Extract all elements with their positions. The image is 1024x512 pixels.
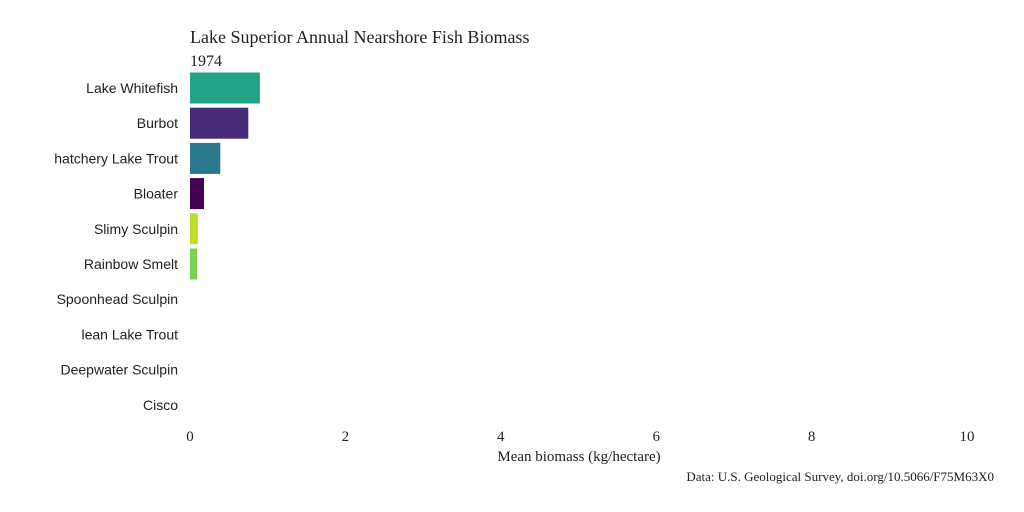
category-label-burbot: Burbot xyxy=(137,115,178,131)
chart-subtitle: 1974 xyxy=(190,53,222,70)
category-label-lake-whitefish: Lake Whitefish xyxy=(86,80,178,96)
category-label-bloater: Bloater xyxy=(134,186,179,202)
x-tick-0: 0 xyxy=(186,429,194,445)
category-label-cisco: Cisco xyxy=(143,397,178,413)
bar-slimy-sculpin xyxy=(190,213,198,245)
bar-burbot xyxy=(190,107,249,139)
x-tick-4: 4 xyxy=(497,429,505,445)
category-label-hatchery-lake-trout: hatchery Lake Trout xyxy=(54,150,178,166)
category-labels: Lake Whitefish Burbot hatchery Lake Trout B… xyxy=(54,80,178,413)
data-source-caption: Data: U.S. Geological Survey, doi.org/10… xyxy=(686,469,994,484)
category-label-lean-lake-trout: lean Lake Trout xyxy=(81,326,178,342)
x-axis-label: Mean biomass (kg/hectare) xyxy=(497,449,660,465)
x-tick-labels: 0 2 4 6 8 10 xyxy=(186,429,974,445)
x-tick-6: 6 xyxy=(652,429,660,445)
bar-rainbow-smelt xyxy=(190,248,197,280)
x-tick-10: 10 xyxy=(960,429,975,445)
category-label-spoonhead-sculpin: Spoonhead Sculpin xyxy=(57,291,178,307)
category-label-deepwater-sculpin: Deepwater Sculpin xyxy=(60,362,178,378)
bars-group xyxy=(190,72,260,280)
chart-title: Lake Superior Annual Nearshore Fish Biom… xyxy=(190,27,529,47)
category-label-rainbow-smelt: Rainbow Smelt xyxy=(84,256,178,272)
bar-hatchery-lake-trout xyxy=(190,142,221,174)
x-tick-8: 8 xyxy=(808,429,816,445)
bar-bloater xyxy=(190,178,204,210)
bar-lake-whitefish xyxy=(190,72,260,104)
x-tick-2: 2 xyxy=(342,429,350,445)
category-label-slimy-sculpin: Slimy Sculpin xyxy=(94,221,178,237)
